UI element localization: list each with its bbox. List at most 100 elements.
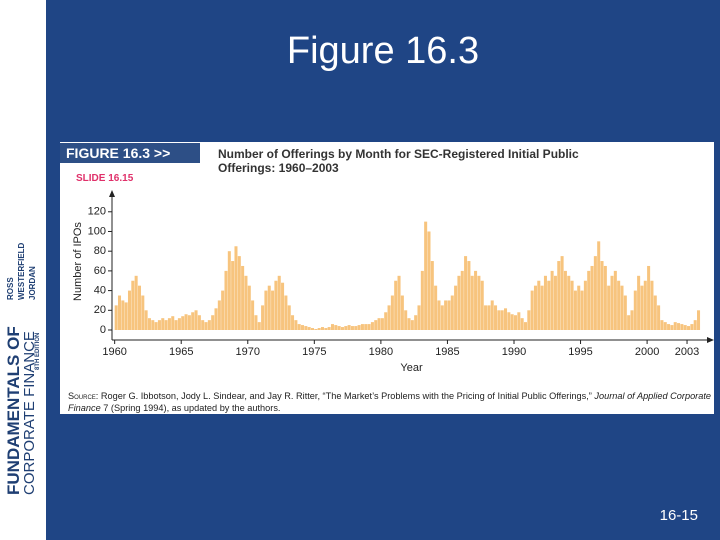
bar	[603, 265, 607, 330]
bar	[307, 327, 311, 330]
bar	[264, 290, 268, 330]
bar	[384, 312, 388, 330]
bar	[267, 285, 271, 330]
book-strip: FUNDAMENTALS OF CORPORATE FINANCE ROSS W…	[0, 0, 46, 540]
bar	[324, 328, 328, 330]
bar	[477, 275, 481, 330]
bar	[653, 295, 657, 330]
bar	[310, 328, 315, 330]
bar	[464, 256, 468, 330]
bar	[211, 315, 215, 330]
bar	[583, 280, 587, 330]
bar	[257, 322, 261, 330]
bar	[660, 320, 664, 330]
bar	[513, 315, 518, 330]
bar	[144, 310, 148, 330]
bar	[137, 285, 141, 330]
bar	[640, 285, 644, 330]
bar	[327, 327, 331, 330]
bar	[623, 295, 627, 330]
bar	[294, 320, 298, 330]
bar	[613, 270, 617, 330]
bar	[377, 318, 381, 330]
bar	[697, 310, 701, 330]
bar	[364, 324, 368, 330]
bar	[277, 275, 281, 330]
bar	[151, 320, 155, 330]
bar	[450, 295, 454, 330]
bar	[400, 295, 404, 330]
bar	[214, 308, 218, 330]
bar	[504, 308, 508, 330]
bar	[121, 300, 125, 330]
x-axis-label: Year	[400, 362, 423, 374]
bar	[617, 280, 621, 330]
bar	[161, 318, 165, 330]
bar	[194, 310, 198, 330]
bar	[157, 320, 161, 330]
bar	[687, 326, 691, 330]
bar	[404, 310, 408, 330]
bar	[201, 320, 205, 330]
bar	[610, 275, 614, 330]
bar	[274, 280, 278, 330]
bar	[154, 322, 158, 330]
bar	[597, 241, 601, 330]
x-tick-label: 1975	[302, 346, 326, 358]
bar	[221, 290, 225, 330]
bar	[590, 265, 594, 330]
bar	[474, 270, 478, 330]
source-text: Roger G. Ibbotson, Jody L. Sindear, and …	[100, 391, 595, 401]
bar	[454, 285, 458, 330]
bar	[251, 300, 255, 330]
bar	[637, 275, 641, 330]
y-tick-label: 0	[100, 324, 106, 336]
bar	[420, 270, 424, 330]
bar	[330, 324, 334, 330]
source: Source: Roger G. Ibbotson, Jody L. Sinde…	[68, 390, 713, 414]
bar	[374, 320, 378, 330]
bar	[424, 221, 428, 330]
bar	[437, 300, 441, 330]
bar	[390, 295, 394, 330]
bar	[490, 300, 494, 330]
y-tick-label: 120	[88, 206, 106, 218]
bar	[131, 280, 135, 330]
bar	[470, 275, 474, 330]
bar	[670, 325, 674, 330]
bar	[394, 280, 398, 330]
bar	[567, 275, 571, 330]
bar	[217, 300, 221, 330]
bar	[297, 324, 301, 330]
bar	[177, 318, 181, 330]
bar	[480, 280, 484, 330]
y-tick-label: 40	[94, 284, 106, 296]
bar	[547, 280, 551, 330]
bar	[207, 320, 211, 330]
bar	[667, 324, 671, 330]
x-tick-label: 1985	[435, 346, 459, 358]
x-axis-arrow	[707, 337, 714, 343]
bar	[484, 305, 488, 330]
bar	[663, 322, 667, 330]
bar	[347, 325, 351, 330]
bar	[147, 318, 151, 330]
bar	[271, 290, 275, 330]
bar	[370, 322, 374, 330]
bar	[247, 285, 251, 330]
bar	[427, 231, 431, 330]
source-rest: 7 (Spring 1994), as updated by the autho…	[100, 403, 281, 413]
source-label: Source:	[68, 391, 99, 401]
bar	[543, 275, 547, 330]
bar	[537, 280, 541, 330]
bar	[167, 318, 171, 330]
bar	[560, 256, 564, 330]
y-tick-label: 100	[88, 225, 106, 237]
bar	[360, 324, 364, 330]
bar	[261, 305, 265, 330]
bar	[141, 295, 145, 330]
bar	[334, 325, 338, 330]
x-tick-label: 2000	[635, 346, 659, 358]
